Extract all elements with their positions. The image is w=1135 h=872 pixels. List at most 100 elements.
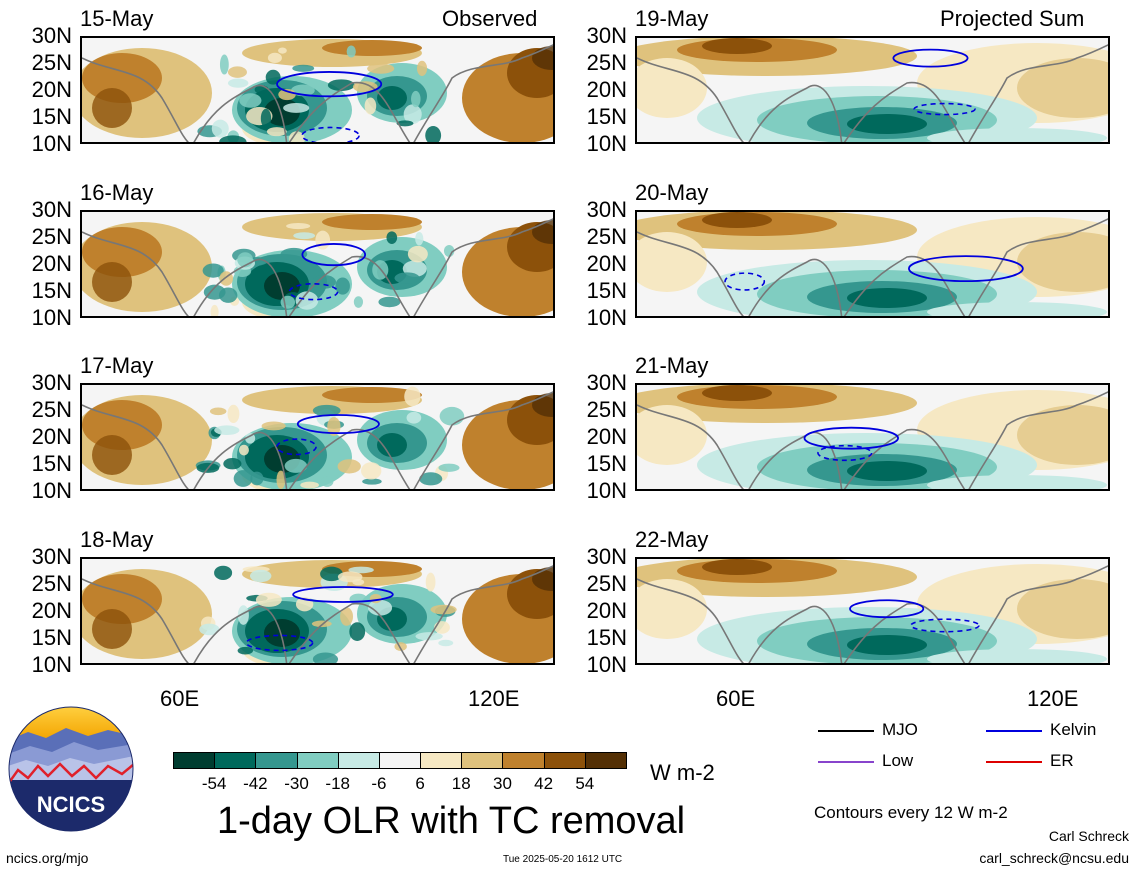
- ncics-logo: NCICS: [8, 706, 134, 832]
- lat-label: 25N: [31, 571, 72, 596]
- olr-field-observed-2: [82, 385, 553, 489]
- site-link[interactable]: ncics.org/mjo: [6, 850, 89, 866]
- lat-label: 15N: [586, 278, 627, 303]
- lon-label-120e-left: 120E: [468, 686, 520, 711]
- lat-label: 20N: [31, 424, 72, 449]
- lat-label: 15N: [586, 625, 627, 650]
- lon-label-120e-right: 120E: [1027, 686, 1079, 711]
- lat-label: 25N: [31, 397, 72, 422]
- lat-label: 10N: [586, 478, 627, 503]
- colorbar-swatch: [214, 752, 257, 769]
- plot-title: 1-day OLR with TC removal: [217, 800, 686, 842]
- lat-label: 15N: [31, 104, 72, 129]
- lat-label: 30N: [31, 544, 72, 569]
- panel-date-observed-2: 17-May: [80, 353, 154, 378]
- lat-label: 30N: [31, 23, 72, 48]
- lat-label: 25N: [586, 397, 627, 422]
- lat-label: 20N: [31, 598, 72, 623]
- lat-label: 25N: [586, 50, 627, 75]
- contour-note: Contours every 12 W m-2: [814, 803, 1008, 822]
- colorbar-tick-label: -54: [201, 774, 227, 793]
- colorbar-tick-label: -30: [284, 774, 309, 793]
- map-panel-observed-0: [80, 36, 555, 144]
- author-email[interactable]: carl_schreck@ncsu.edu: [979, 850, 1129, 866]
- lat-label: 20N: [586, 424, 627, 449]
- lat-label: 25N: [586, 224, 627, 249]
- panel-date-projected-3: 22-May: [635, 527, 709, 552]
- legend-low-line: [818, 760, 874, 763]
- colorbar: -54 -42 -30 -18 -6 6 18 30 42 54: [173, 752, 627, 793]
- panel-date-projected-2: 21-May: [635, 353, 709, 378]
- map-panel-projected-1: [635, 210, 1110, 318]
- legend-mjo-line: [818, 729, 874, 732]
- olr-field-projected-0: [637, 38, 1108, 142]
- lat-label: 30N: [31, 197, 72, 222]
- legend-kelvin-line: [986, 729, 1042, 732]
- colorbar-tick-label: -42: [243, 774, 268, 793]
- colorbar-swatch: [502, 752, 545, 769]
- olr-field-observed-0: [82, 38, 553, 142]
- legend-kelvin: Kelvin: [986, 720, 1096, 740]
- colorbar-swatch: [543, 752, 586, 769]
- panel-date-projected-1: 20-May: [635, 180, 709, 205]
- colorbar-units: W m-2: [650, 760, 715, 785]
- author-name: Carl Schreck: [1048, 828, 1129, 844]
- panel-date-observed-1: 16-May: [80, 180, 154, 205]
- map-panel-observed-2: [80, 383, 555, 491]
- olr-field-observed-3: [82, 559, 553, 663]
- colorbar-swatch: [337, 752, 380, 769]
- colorbar-swatch: [461, 752, 504, 769]
- map-panel-projected-2: [635, 383, 1110, 491]
- lat-label: 15N: [31, 451, 72, 476]
- map-panel-projected-3: [635, 557, 1110, 665]
- lat-label: 15N: [586, 104, 627, 129]
- projected-label: Projected Sum: [940, 6, 1085, 31]
- lat-label: 15N: [31, 278, 72, 303]
- logo-text: NCICS: [37, 792, 105, 817]
- legend-er: ER: [986, 751, 1074, 771]
- colorbar-swatch: [173, 752, 216, 769]
- colorbar-swatch: [296, 752, 339, 769]
- colorbar-tick-label: 42: [534, 774, 554, 793]
- legend-er-line: [986, 760, 1042, 763]
- lat-label: 30N: [586, 23, 627, 48]
- lat-label: 10N: [586, 305, 627, 330]
- colorbar-tick-label: 54: [575, 774, 595, 793]
- colorbar-swatch: [584, 752, 627, 769]
- olr-field-observed-1: [82, 212, 553, 316]
- olr-field-projected-3: [637, 559, 1108, 663]
- colorbar-tick-label: -18: [325, 774, 350, 793]
- lat-label: 10N: [31, 305, 72, 330]
- lat-label: 30N: [586, 370, 627, 395]
- lat-label: 15N: [586, 451, 627, 476]
- lat-label: 10N: [586, 131, 627, 156]
- lon-label-60e-left: 60E: [160, 686, 200, 711]
- map-panel-observed-1: [80, 210, 555, 318]
- lat-label: 30N: [31, 370, 72, 395]
- panel-date-observed-3: 18-May: [80, 527, 154, 552]
- timestamp: Tue 2025-05-20 1612 UTC: [503, 854, 623, 865]
- map-panel-observed-3: [80, 557, 555, 665]
- legend-mjo: MJO: [818, 720, 918, 740]
- lat-label: 20N: [31, 77, 72, 102]
- lat-label: 20N: [31, 251, 72, 276]
- lat-label: 10N: [31, 478, 72, 503]
- colorbar-tick-label: -6: [371, 774, 387, 793]
- colorbar-swatch: [255, 752, 298, 769]
- lat-label: 10N: [31, 652, 72, 677]
- colorbar-tick-label: 30: [492, 774, 512, 793]
- colorbar-swatch: [420, 752, 463, 769]
- lat-label: 10N: [31, 131, 72, 156]
- map-panel-projected-0: [635, 36, 1110, 144]
- lat-label: 30N: [586, 544, 627, 569]
- panel-date-observed-0: 15-May: [80, 6, 154, 31]
- panel-date-projected-0: 19-May: [635, 6, 709, 31]
- lat-label: 25N: [586, 571, 627, 596]
- lon-label-60e-right: 60E: [716, 686, 756, 711]
- colorbar-tick-label: 6: [415, 774, 425, 793]
- lat-label: 20N: [586, 251, 627, 276]
- lat-label: 20N: [586, 598, 627, 623]
- observed-label: Observed: [442, 6, 538, 31]
- colorbar-swatch: [378, 752, 422, 769]
- olr-field-projected-1: [637, 212, 1108, 316]
